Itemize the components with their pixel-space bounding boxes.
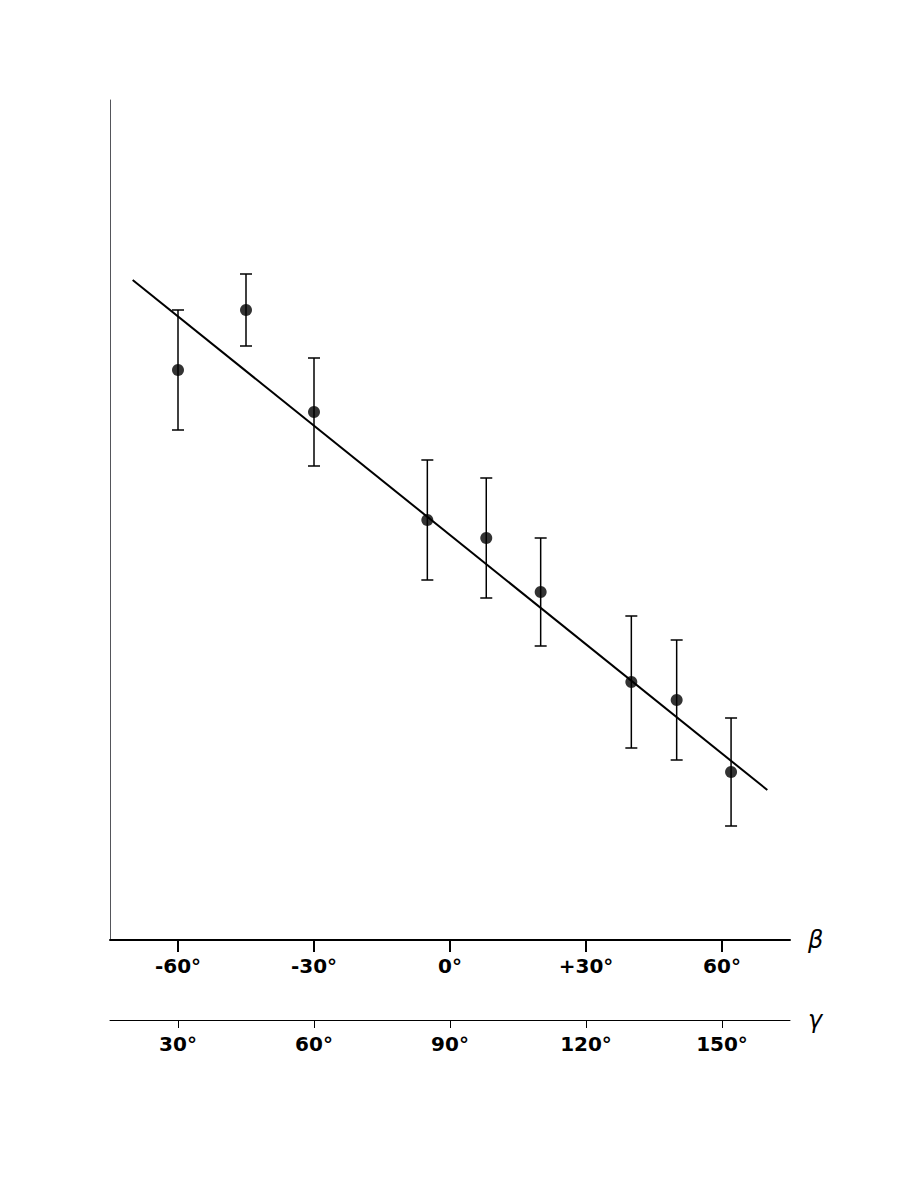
svg-text:-30°: -30°: [291, 954, 337, 978]
svg-text:0°: 0°: [438, 954, 462, 978]
svg-text:60°: 60°: [703, 954, 741, 978]
svg-text:90°: 90°: [431, 1032, 469, 1056]
svg-text:60°: 60°: [295, 1032, 333, 1056]
svg-text:β: β: [807, 926, 823, 954]
svg-text:150°: 150°: [696, 1032, 748, 1056]
svg-text:30°: 30°: [159, 1032, 197, 1056]
svg-text:+30°: +30°: [559, 954, 614, 978]
svg-text:γ: γ: [808, 1006, 824, 1034]
svg-text:120°: 120°: [560, 1032, 612, 1056]
svg-text:-60°: -60°: [155, 954, 201, 978]
